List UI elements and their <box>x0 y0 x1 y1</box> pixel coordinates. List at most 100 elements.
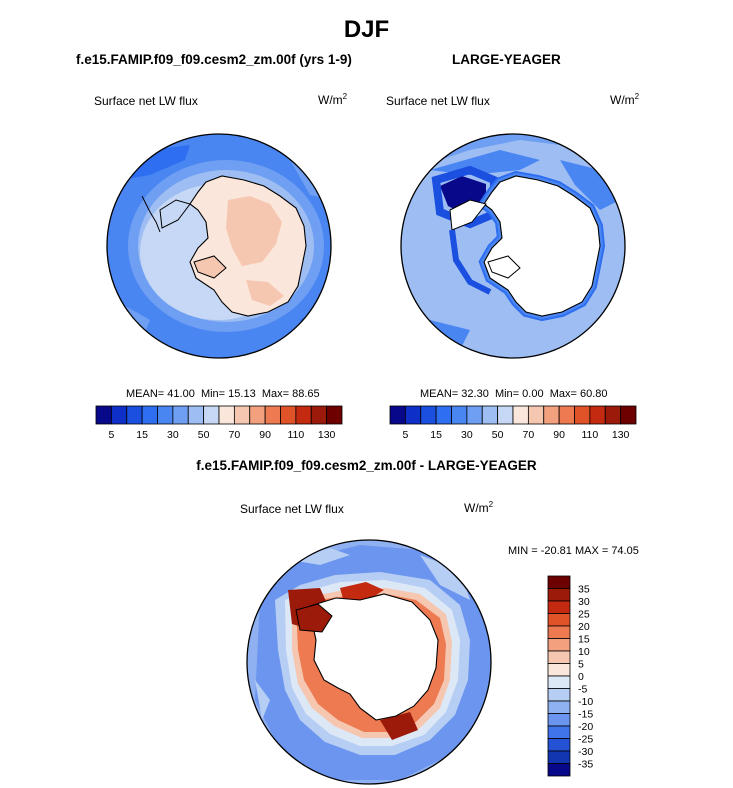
panel3-units: W/m2 <box>464 500 494 515</box>
panel1-colorbar-tick-label: 70 <box>229 429 241 441</box>
panel2-colorbar-tick-label: 130 <box>612 429 630 441</box>
panel3-colorbar-cell <box>547 575 571 589</box>
panel2-colorbar-cell <box>604 405 622 425</box>
panel3-colorbar-cell <box>547 763 571 777</box>
panel3-colorbar-cell <box>547 725 571 739</box>
panel2-colorbar-tick-label: 70 <box>523 429 535 441</box>
panel2-colorbar-cell <box>589 405 606 425</box>
panel2-colorbar-cell <box>497 405 514 425</box>
panel1-colorbar-cell <box>233 405 251 425</box>
panel1-colorbar-cell <box>157 405 174 425</box>
panel2-colorbar-cell <box>481 405 499 425</box>
panel1-colorbar-cell <box>95 405 112 425</box>
panel3-colorbar-cell <box>547 613 571 627</box>
panel2-colorbar-cell <box>451 405 468 425</box>
panel2-colorbar-cell <box>558 405 575 425</box>
panel2-colorbar-cell <box>435 405 452 425</box>
panel2-map-border <box>400 133 626 359</box>
panel1-colorbar-cell <box>110 405 128 425</box>
panel2-colorbar-tick-label: 50 <box>492 429 504 441</box>
panel1-variable-label: Surface net LW flux <box>94 94 198 108</box>
panel2-colorbar-cell <box>512 405 529 425</box>
panel2-colorbar-tick-label: 15 <box>430 429 442 441</box>
panel2-colorbar-cell <box>543 405 560 425</box>
panel3-colorbar-tick-label: 30 <box>578 596 590 608</box>
panel2-colorbar-cell <box>466 405 483 425</box>
panel3-colorbar-tick-label: -5 <box>578 684 587 696</box>
panel3-colorbar-tick-label: -15 <box>578 709 593 721</box>
panel3-colorbar-cell <box>547 600 571 614</box>
panel1-colorbar-tick-label: 50 <box>198 429 210 441</box>
panel3-colorbar-cell <box>547 750 571 764</box>
panel2-colorbar-cell <box>404 405 422 425</box>
panel3-colorbar-tick-label: -25 <box>578 734 593 746</box>
panel1-colorbar-cell <box>141 405 158 425</box>
panel1-colorbar-cell <box>264 405 281 425</box>
panel3-colorbar-tick-label: -20 <box>578 721 593 733</box>
panel3-colorbar-cell <box>547 663 571 677</box>
panel1-colorbar-cell <box>172 405 189 425</box>
panel1-colorbar-tick-label: 110 <box>288 429 305 441</box>
panel1-colorbar-cell <box>249 405 266 425</box>
panel3-colorbar-tick-label: -30 <box>578 746 593 758</box>
panel1-colorbar-tick-label: 130 <box>318 429 336 441</box>
panel2-colorbar: 5 15 30 50 70 90 110 130 <box>389 405 637 441</box>
panel1-colorbar-cell <box>326 405 343 425</box>
panel2-map <box>401 134 625 358</box>
panel1-colorbar-cell <box>310 405 328 425</box>
panel3-colorbar-tick-label: 0 <box>578 671 584 683</box>
panel1-colorbar-cell <box>187 405 205 425</box>
panel3-colorbar-cell <box>547 700 571 714</box>
panel2-stats: MEAN= 32.30 Min= 0.00 Max= 60.80 <box>420 388 608 400</box>
panel1-colorbar-cell <box>280 405 297 425</box>
panel1-colorbar-tick-label: 30 <box>167 429 179 441</box>
panel2-colorbar-cell <box>527 405 545 425</box>
panel1-colorbar-cell <box>126 405 143 425</box>
panel3-colorbar-cell <box>547 588 571 602</box>
panel1-map <box>107 134 331 358</box>
panel3-map <box>247 540 491 784</box>
panel3-colorbar-tick-label: 5 <box>578 659 584 671</box>
panel3-colorbar-cell <box>547 625 571 639</box>
panel3-colorbar-cell <box>547 688 571 702</box>
panel1-colorbar-cell <box>295 405 312 425</box>
panel2-variable-label: Surface net LW flux <box>386 94 490 108</box>
panel2-colorbar-cell <box>389 405 406 425</box>
panel3-colorbar-cell <box>547 713 571 727</box>
panel2-colorbar-tick-label: 30 <box>461 429 473 441</box>
panel3-colorbar-tick-label: -35 <box>578 759 593 771</box>
panel3-colorbar-tick-label: 25 <box>578 609 590 621</box>
panel1-title: f.e15.FAMIP.f09_f09.cesm2_zm.00f (yrs 1-… <box>76 52 352 67</box>
panel1-colorbar: 5 15 30 50 70 90 110 130 <box>95 405 343 441</box>
panel2-units: W/m2 <box>610 92 640 107</box>
panel1-colorbar-tick-label: 90 <box>259 429 271 441</box>
panel1-units: W/m2 <box>318 92 348 107</box>
panel3-colorbar-cell <box>547 638 571 652</box>
figure-title: DJF <box>343 16 390 43</box>
panel3-colorbar-tick-label: -10 <box>578 696 593 708</box>
panel2-colorbar-tick-label: 90 <box>553 429 565 441</box>
panel1-colorbar-cell <box>218 405 235 425</box>
panel1-colorbar-tick-label: 5 <box>108 429 114 441</box>
panel3-colorbar-cell <box>547 650 571 664</box>
panel3-colorbar-tick-label: 35 <box>578 584 590 596</box>
panel3-variable-label: Surface net LW flux <box>240 502 344 516</box>
panel3-colorbar-tick-label: 15 <box>578 634 590 646</box>
panel3-colorbar-cell <box>547 675 571 689</box>
panel1-stats: MEAN= 41.00 Min= 15.13 Max= 88.65 <box>126 388 320 400</box>
panel3-title: f.e15.FAMIP.f09_f09.cesm2_zm.00f - LARGE… <box>196 458 537 473</box>
panel2-colorbar-cell <box>420 405 437 425</box>
panel2-colorbar-cell <box>574 405 591 425</box>
panel2-colorbar-tick-label: 5 <box>402 429 408 441</box>
panel1-colorbar-tick-label: 15 <box>136 429 148 441</box>
panel2-colorbar-cell <box>620 405 637 425</box>
panel2-title: LARGE-YEAGER <box>452 52 561 67</box>
panel3-map-border <box>246 539 492 785</box>
panel1-colorbar-cell <box>203 405 220 425</box>
panel1-map-border <box>106 133 332 359</box>
panel3-colorbar-cell <box>547 738 571 752</box>
panel3-minmax: MIN = -20.81 MAX = 74.05 <box>508 545 639 557</box>
panel2-colorbar-tick-label: 110 <box>582 429 599 441</box>
